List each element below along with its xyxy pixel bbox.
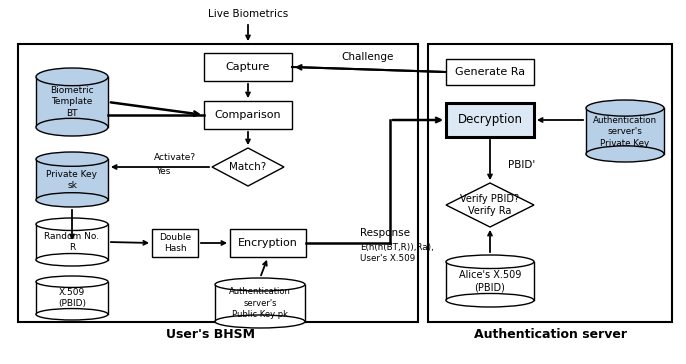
- Bar: [586, 108, 664, 154]
- Bar: [446, 262, 534, 300]
- Text: Capture: Capture: [226, 62, 270, 72]
- Text: Match?: Match?: [229, 162, 267, 172]
- Polygon shape: [212, 148, 284, 186]
- Ellipse shape: [36, 68, 108, 86]
- Bar: [428, 44, 672, 322]
- Ellipse shape: [215, 278, 305, 291]
- Text: Activate?: Activate?: [154, 153, 196, 162]
- Text: Comparison: Comparison: [215, 110, 281, 120]
- Bar: [152, 229, 198, 257]
- Ellipse shape: [36, 218, 108, 230]
- Text: Response: Response: [360, 228, 410, 238]
- Polygon shape: [446, 183, 534, 227]
- Text: X.509
(PBID): X.509 (PBID): [58, 288, 86, 308]
- Bar: [36, 224, 108, 260]
- Text: Authentication server: Authentication server: [473, 328, 626, 341]
- Bar: [204, 101, 292, 129]
- Text: Encryption: Encryption: [238, 238, 298, 248]
- Ellipse shape: [215, 315, 305, 328]
- Text: Verify PBID?
Verify Ra: Verify PBID? Verify Ra: [460, 194, 519, 216]
- Ellipse shape: [586, 100, 664, 116]
- Ellipse shape: [586, 146, 664, 162]
- Text: Authentication
server's
Private Key: Authentication server's Private Key: [593, 116, 657, 147]
- Ellipse shape: [36, 309, 108, 320]
- Text: Alice's X.509
(PBID): Alice's X.509 (PBID): [459, 270, 521, 292]
- Text: Random No.
R: Random No. R: [45, 232, 99, 252]
- Ellipse shape: [446, 293, 534, 307]
- Bar: [446, 59, 534, 85]
- Ellipse shape: [36, 118, 108, 136]
- Text: Yes: Yes: [156, 166, 170, 175]
- Text: Double
Hash: Double Hash: [159, 233, 191, 253]
- Ellipse shape: [36, 152, 108, 166]
- Bar: [446, 103, 534, 137]
- Text: Live Biometrics: Live Biometrics: [208, 9, 288, 19]
- Text: E(h(h(BT,R)),Ra),
User's X.509: E(h(h(BT,R)),Ra), User's X.509: [360, 243, 434, 263]
- Ellipse shape: [36, 193, 108, 207]
- Text: Generate Ra: Generate Ra: [455, 67, 525, 77]
- Text: PBID': PBID': [508, 160, 535, 170]
- Text: Authentication
server's
Public Key pk: Authentication server's Public Key pk: [229, 288, 291, 318]
- Bar: [36, 282, 108, 314]
- Bar: [36, 77, 108, 127]
- Text: Decryption: Decryption: [458, 114, 523, 127]
- Bar: [204, 53, 292, 81]
- Text: Private Key
sk: Private Key sk: [47, 170, 97, 190]
- Ellipse shape: [446, 255, 534, 269]
- Bar: [36, 159, 108, 200]
- Bar: [215, 285, 305, 321]
- Text: Biometric
Template
BT: Biometric Template BT: [50, 86, 94, 118]
- Bar: [230, 229, 306, 257]
- Ellipse shape: [36, 276, 108, 288]
- Ellipse shape: [36, 253, 108, 266]
- Bar: [18, 44, 418, 322]
- Text: Challenge: Challenge: [342, 52, 394, 62]
- Text: User's BHSM: User's BHSM: [165, 328, 255, 341]
